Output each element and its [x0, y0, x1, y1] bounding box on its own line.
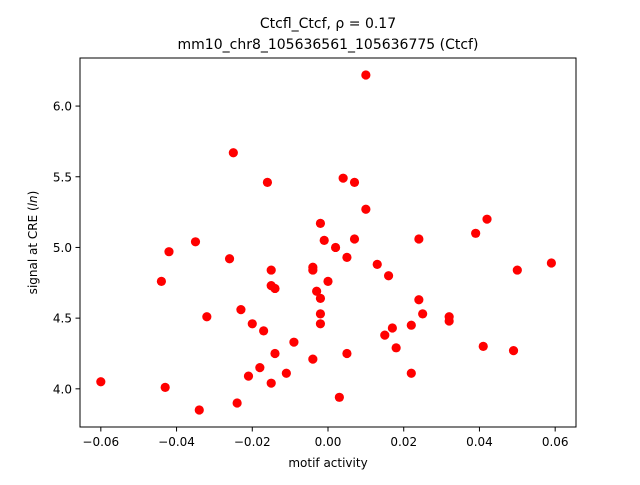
- data-point: [156, 276, 166, 286]
- data-point: [471, 228, 481, 238]
- data-point: [243, 371, 254, 381]
- data-point: [202, 312, 212, 322]
- y-axis-label-prefix: signal at CRE (: [26, 206, 40, 294]
- data-point: [236, 305, 246, 315]
- data-point: [418, 309, 428, 319]
- chart-title-line-2: mm10_chr8_105636561_105636775 (Ctcf): [178, 37, 479, 53]
- data-point: [406, 368, 416, 378]
- data-point: [281, 368, 291, 378]
- data-point: [444, 316, 454, 326]
- data-point: [224, 254, 235, 264]
- data-point: [255, 363, 265, 373]
- data-point: [338, 173, 348, 183]
- data-point: [312, 286, 322, 296]
- y-tick-label: 4.0: [53, 382, 72, 396]
- y-axis-label-suffix: ): [26, 191, 40, 196]
- data-point: [315, 218, 326, 229]
- data-point: [232, 398, 242, 408]
- data-point: [334, 392, 344, 402]
- data-point: [315, 293, 326, 303]
- y-axis-ticks: 4.0 4.5 5.0 5.5 6.0: [53, 100, 80, 396]
- x-tick-label: 0.00: [315, 435, 342, 449]
- data-point: [247, 319, 257, 329]
- y-axis-label-italic: ln: [26, 195, 40, 206]
- data-point: [164, 247, 174, 257]
- data-point: [383, 271, 394, 281]
- data-point: [372, 259, 382, 270]
- data-point: [266, 378, 276, 388]
- data-point: [546, 258, 556, 268]
- x-tick-label: 0.04: [466, 435, 493, 449]
- data-point: [342, 252, 352, 262]
- data-point: [323, 276, 333, 286]
- y-tick-label: 4.5: [53, 312, 72, 326]
- y-tick-label: 6.0: [53, 100, 72, 114]
- data-point: [414, 234, 424, 244]
- data-point: [315, 309, 326, 319]
- data-point: [259, 326, 269, 336]
- data-point: [512, 265, 522, 275]
- data-point: [478, 341, 488, 352]
- x-axis-label: motif activity: [288, 456, 367, 470]
- data-point: [508, 346, 519, 356]
- data-point: [160, 382, 170, 393]
- data-point: [361, 204, 371, 214]
- x-tick-label: −0.02: [234, 435, 271, 449]
- data-point: [387, 323, 397, 333]
- data-point: [266, 265, 276, 275]
- data-point: [194, 405, 204, 415]
- data-point: [262, 177, 273, 188]
- y-tick-label: 5.5: [53, 170, 72, 184]
- data-point: [380, 330, 390, 340]
- data-point: [190, 237, 201, 247]
- data-point: [361, 70, 371, 80]
- data-point: [308, 354, 318, 364]
- plot-frame: [79, 57, 577, 428]
- data-point: [391, 343, 401, 353]
- x-axis-ticks: −0.06 −0.04 −0.02 0.00 0.02 0.04 0.06: [82, 427, 569, 449]
- data-point: [228, 148, 238, 158]
- data-point: [289, 337, 299, 347]
- chart-title-line-1: Ctcfl_Ctcf, ρ = 0.17: [260, 16, 396, 32]
- y-axis-label: signal at CRE (ln): [26, 191, 40, 295]
- data-points: [96, 70, 556, 415]
- x-tick-label: −0.06: [82, 435, 119, 449]
- data-point: [308, 265, 318, 275]
- data-point: [319, 235, 329, 245]
- data-point: [270, 348, 280, 359]
- data-point: [349, 234, 360, 244]
- x-tick-label: 0.06: [542, 435, 569, 449]
- data-point: [482, 214, 492, 224]
- data-point: [342, 348, 352, 359]
- data-point: [330, 242, 341, 253]
- data-point: [96, 377, 106, 387]
- data-point: [414, 295, 424, 305]
- data-point: [406, 320, 416, 330]
- data-point: [349, 177, 360, 188]
- data-point: [270, 283, 280, 294]
- x-tick-label: 0.02: [390, 435, 417, 449]
- data-point: [315, 319, 326, 329]
- x-tick-label: −0.04: [158, 435, 195, 449]
- y-tick-label: 5.0: [53, 241, 72, 255]
